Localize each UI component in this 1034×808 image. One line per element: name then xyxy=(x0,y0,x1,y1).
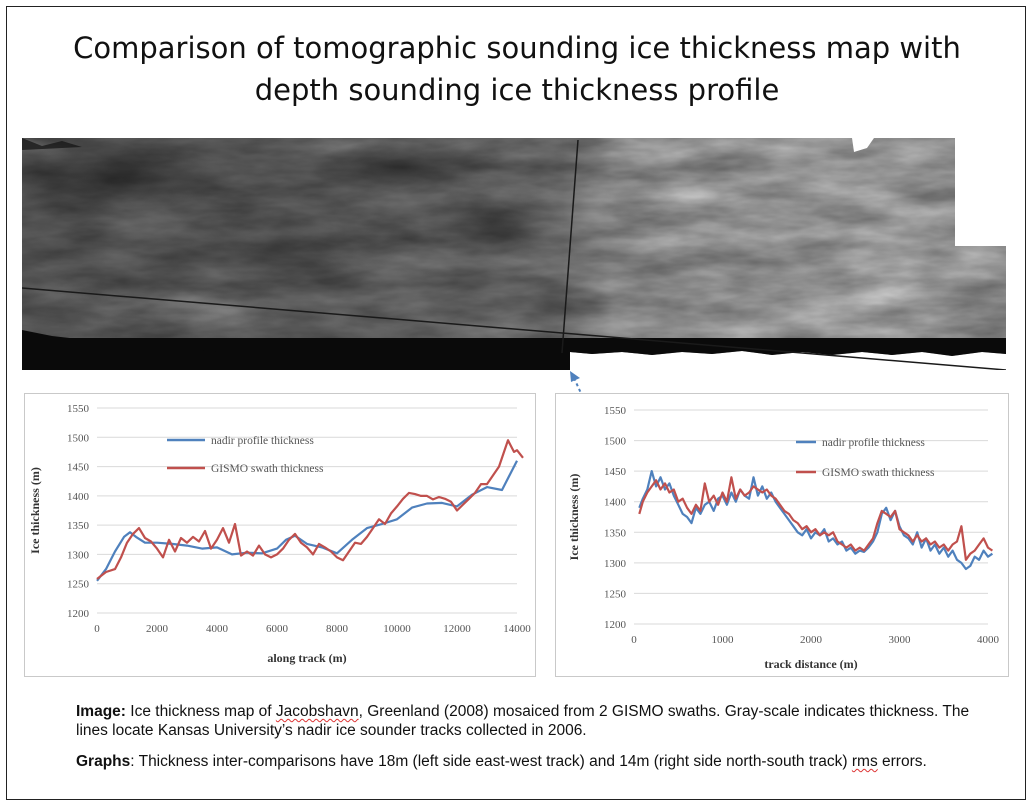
x-tick-label: 0 xyxy=(94,623,100,635)
x-tick-label: 12000 xyxy=(443,623,471,635)
x-tick-label: 2000 xyxy=(146,623,169,635)
title-line-2: depth sounding ice thickness profile xyxy=(254,73,780,107)
graphs-caption-text-2: errors. xyxy=(877,753,927,770)
ice-thickness-map-image xyxy=(22,138,1006,370)
graphs-caption-text: : Thickness inter-comparisons have 18m (… xyxy=(130,753,852,770)
y-tick-label: 1450 xyxy=(604,466,627,478)
legend-label: GISMO swath thickness xyxy=(211,463,324,475)
y-tick-label: 1200 xyxy=(604,619,627,631)
y-tick-label: 1550 xyxy=(67,403,90,415)
x-tick-label: 3000 xyxy=(889,634,912,646)
graphs-caption: Graphs: Thickness inter-comparisons have… xyxy=(76,752,996,771)
graphs-caption-label: Graphs xyxy=(76,753,131,770)
x-tick-label: 0 xyxy=(631,634,637,646)
y-axis-label: Ice thickness (m) xyxy=(567,474,581,561)
x-axis-label: along track (m) xyxy=(267,651,346,665)
y-tick-label: 1250 xyxy=(67,579,90,591)
y-tick-label: 1250 xyxy=(604,588,627,600)
graphs-caption-rms: rms xyxy=(851,753,878,770)
x-axis-label: track distance (m) xyxy=(764,657,857,671)
y-tick-label: 1300 xyxy=(604,558,627,570)
y-tick-label: 1400 xyxy=(67,491,90,503)
y-tick-label: 1550 xyxy=(604,405,627,417)
title-line-1: Comparison of tomographic sounding ice t… xyxy=(73,31,961,65)
series-line-nadir xyxy=(96,460,518,582)
x-tick-label: 8000 xyxy=(326,623,349,635)
image-caption-text: Ice thickness map of xyxy=(125,703,276,720)
image-caption-label: Image: xyxy=(76,703,126,720)
x-tick-label: 14000 xyxy=(503,623,531,635)
y-tick-label: 1350 xyxy=(67,520,90,532)
y-tick-label: 1500 xyxy=(604,436,627,448)
x-tick-label: 10000 xyxy=(383,623,411,635)
image-caption: Image: Ice thickness map of Jacobshavn, … xyxy=(76,702,996,740)
slide-title: Comparison of tomographic sounding ice t… xyxy=(7,27,1027,111)
y-tick-label: 1200 xyxy=(67,608,90,620)
x-tick-label: 4000 xyxy=(206,623,229,635)
y-tick-label: 1300 xyxy=(67,549,90,561)
series-line-gismo xyxy=(96,439,524,580)
y-tick-label: 1350 xyxy=(604,527,627,539)
y-tick-label: 1500 xyxy=(67,432,90,444)
series-line-nadir xyxy=(638,469,994,571)
legend-label: nadir profile thickness xyxy=(211,435,314,447)
y-axis-label: Ice thickness (m) xyxy=(28,467,42,554)
left-thickness-chart: 1200 1250 1300 1350 1400 1450 1500 1550 0 2000 400… xyxy=(28,403,531,665)
image-caption-text-2: , Greenland (2008) mosaiced from 2 GISMO… xyxy=(76,703,970,739)
x-tick-label: 4000 xyxy=(977,634,1000,646)
legend-label: GISMO swath thickness xyxy=(822,467,935,479)
image-caption-place: Jacobshavn xyxy=(275,703,359,720)
right-thickness-chart: 1200 1250 1300 1350 1400 1450 1500 1550 0 1000 200… xyxy=(567,405,1000,671)
legend-label: nadir profile thickness xyxy=(822,437,925,449)
x-tick-label: 2000 xyxy=(800,634,823,646)
series-line-gismo xyxy=(638,476,994,561)
right-chart-panel: 1200 1250 1300 1350 1400 1450 1500 1550 0 1000 200… xyxy=(555,393,1009,677)
left-chart-panel: 1200 1250 1300 1350 1400 1450 1500 1550 0 2000 400… xyxy=(24,393,536,677)
y-tick-label: 1400 xyxy=(604,497,627,509)
y-tick-label: 1450 xyxy=(67,462,90,474)
x-tick-label: 1000 xyxy=(712,634,735,646)
x-tick-label: 6000 xyxy=(266,623,289,635)
